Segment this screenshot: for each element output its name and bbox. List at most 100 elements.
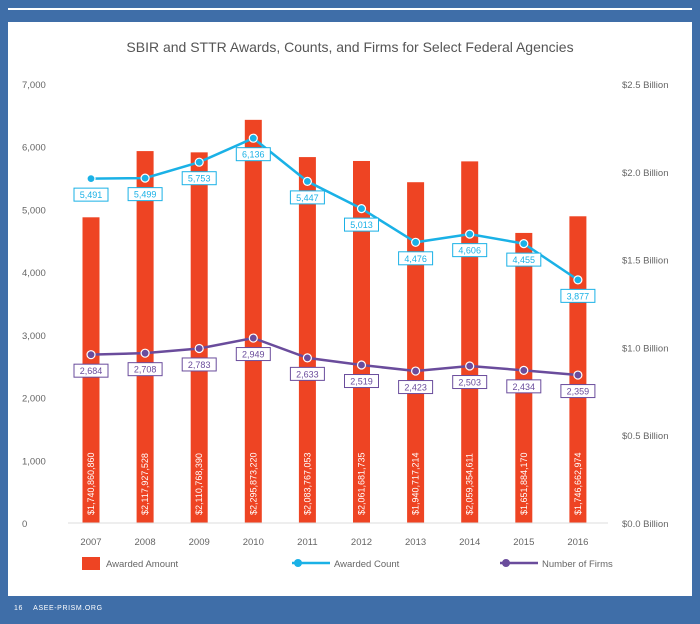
x-axis-tick: 2010 — [243, 537, 264, 548]
bar-value-label: $1,740,860,860 — [86, 452, 96, 515]
x-axis-tick: 2011 — [297, 537, 317, 548]
point-label-box — [344, 374, 379, 389]
point-label-box — [506, 379, 542, 394]
left-axis-tick: 2,000 — [22, 394, 46, 405]
line-number-of-firms — [90, 336, 579, 377]
bar-value-label: $2,083,767,053 — [302, 452, 312, 515]
line-point — [86, 174, 96, 184]
bar-value-label: $2,061,681,735 — [357, 452, 367, 515]
line-point — [411, 366, 421, 376]
legend-label-awarded-amount: Awarded Amount — [106, 559, 179, 570]
line-point — [248, 133, 258, 143]
point-value-label: 2,434 — [513, 382, 536, 392]
point-value-label: 5,753 — [188, 174, 211, 184]
left-axis-tick: 7,000 — [22, 80, 46, 91]
right-axis-tick: $2.0 Billion — [622, 168, 668, 179]
line-point — [248, 333, 258, 343]
point-value-label: 2,503 — [458, 378, 481, 388]
point-value-label: 2,708 — [134, 365, 157, 375]
bar-awarded-amount — [407, 182, 425, 523]
point-value-label: 3,877 — [567, 291, 590, 301]
x-axis-tick: 2008 — [135, 537, 156, 548]
line-point — [194, 157, 204, 167]
point-value-label: 2,633 — [296, 369, 319, 379]
line-point — [519, 239, 529, 249]
x-axis-tick: 2016 — [567, 537, 588, 548]
right-axis-tick: $0.5 Billion — [622, 431, 668, 442]
legend-label-number-of-firms: Number of Firms — [542, 559, 613, 570]
point-label-box — [127, 362, 163, 377]
point-value-label: 5,447 — [296, 193, 319, 203]
point-label-box — [560, 384, 596, 399]
legend-swatch-awarded-amount — [82, 557, 100, 570]
footer: 16 ASEE-PRISM.ORG — [14, 605, 103, 612]
point-value-label: 4,476 — [404, 254, 427, 264]
x-axis-tick: 2014 — [459, 537, 480, 548]
left-axis-tick: 0 — [22, 519, 27, 530]
point-value-label: 6,136 — [242, 150, 265, 160]
page-number: 16 — [14, 605, 23, 612]
site-url: ASEE-PRISM.ORG — [33, 605, 103, 612]
line-point — [519, 365, 529, 375]
point-value-label: 2,519 — [350, 377, 373, 387]
point-value-label: 4,455 — [513, 255, 536, 265]
line-point — [573, 370, 583, 380]
line-point — [140, 348, 150, 358]
bar-awarded-amount — [190, 152, 208, 524]
bar-value-label: $1,940,717,214 — [411, 452, 421, 515]
line-point — [194, 343, 204, 354]
point-label-box — [235, 347, 271, 362]
right-axis-tick: $1.0 Billion — [622, 343, 668, 354]
bar-value-label: $2,117,927,528 — [140, 453, 150, 515]
point-label-box — [181, 171, 217, 186]
line-point — [465, 361, 475, 371]
point-label-box — [506, 252, 542, 267]
point-label-box — [235, 147, 271, 162]
left-axis-tick: 5,000 — [22, 205, 46, 216]
point-label-box — [73, 187, 109, 202]
bar-value-label: $2,059,354,611 — [465, 453, 475, 515]
x-axis-tick: 2013 — [405, 537, 426, 548]
x-axis-tick: 2007 — [80, 537, 101, 548]
legend-marker-awarded-count — [294, 559, 302, 567]
point-label-box — [452, 375, 488, 390]
point-label-box — [398, 251, 434, 266]
point-label-box — [560, 288, 596, 303]
right-axis-tick: $1.5 Billion — [622, 256, 668, 267]
line-point — [411, 237, 421, 247]
point-value-label: 5,491 — [80, 190, 103, 200]
legend-label-awarded-count: Awarded Count — [334, 559, 400, 570]
bar-awarded-amount — [298, 157, 316, 523]
point-label-box — [181, 357, 217, 372]
bar-awarded-amount — [136, 151, 154, 523]
line-point — [302, 353, 312, 363]
line-point — [86, 350, 96, 360]
x-axis-tick: 2012 — [351, 537, 372, 548]
line-point — [465, 229, 475, 239]
point-label-box — [289, 190, 325, 205]
point-value-label: 2,359 — [567, 387, 590, 397]
bar-awarded-amount — [244, 119, 262, 523]
right-axis-tick: $2.5 Billion — [622, 80, 668, 91]
line-point — [140, 173, 150, 183]
bar-awarded-amount — [515, 232, 533, 523]
line-awarded-count — [90, 136, 579, 281]
x-axis-tick: 2015 — [513, 537, 534, 548]
chart-svg: SBIR and STTR Awards, Counts, and Firms … — [22, 39, 668, 570]
bar-value-label: $2,110,768,390 — [194, 453, 204, 515]
point-label-box — [344, 217, 379, 232]
left-axis-tick: 4,000 — [22, 268, 46, 279]
point-value-label: 2,949 — [242, 350, 265, 360]
point-label-box — [398, 380, 434, 395]
point-value-label: 5,499 — [134, 190, 157, 200]
left-axis-tick: 3,000 — [22, 331, 46, 342]
line-point — [356, 360, 367, 370]
point-label-box — [452, 243, 488, 258]
point-label-box — [127, 187, 163, 202]
point-label-box — [73, 363, 109, 378]
point-value-label: 5,013 — [350, 220, 373, 230]
bar-awarded-amount — [353, 160, 370, 523]
x-axis-tick: 2009 — [189, 537, 210, 548]
point-value-label: 2,423 — [404, 383, 427, 393]
left-axis-tick: 1,000 — [22, 456, 46, 467]
